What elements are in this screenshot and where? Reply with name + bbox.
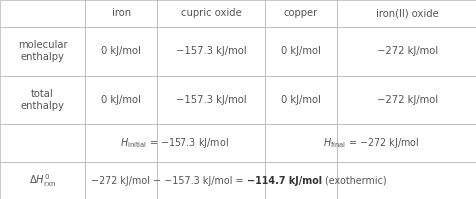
- Text: 0 kJ/mol: 0 kJ/mol: [280, 95, 320, 105]
- Bar: [85, 27, 157, 76]
- Bar: [157, 124, 264, 162]
- Bar: [264, 27, 337, 76]
- Bar: [85, 76, 157, 124]
- Text: 0 kJ/mol: 0 kJ/mol: [101, 46, 141, 56]
- Text: $H_{\mathrm{initial}}$ = −157.3 kJ/mol: $H_{\mathrm{initial}}$ = −157.3 kJ/mol: [120, 136, 229, 150]
- Text: cupric oxide: cupric oxide: [180, 8, 241, 19]
- Bar: [264, 76, 337, 124]
- Text: 0 kJ/mol: 0 kJ/mol: [280, 46, 320, 56]
- Bar: [0, 27, 85, 76]
- Text: −272 kJ/mol: −272 kJ/mol: [376, 95, 437, 105]
- Text: (exothermic): (exothermic): [321, 176, 386, 186]
- Bar: [0, 76, 85, 124]
- Text: 0 kJ/mol: 0 kJ/mol: [101, 95, 141, 105]
- Bar: [337, 162, 476, 199]
- Bar: [0, 162, 85, 199]
- Text: molecular
enthalpy: molecular enthalpy: [18, 40, 67, 62]
- Bar: [264, 0, 337, 27]
- Bar: [264, 162, 337, 199]
- Bar: [264, 124, 337, 162]
- Bar: [157, 162, 264, 199]
- Bar: [85, 0, 157, 27]
- Text: iron(II) oxide: iron(II) oxide: [375, 8, 437, 19]
- Text: −272 kJ/mol: −272 kJ/mol: [376, 46, 437, 56]
- Text: −157.3 kJ/mol: −157.3 kJ/mol: [175, 95, 246, 105]
- Bar: [337, 27, 476, 76]
- Bar: [0, 124, 85, 162]
- Text: −272 kJ/mol − −157.3 kJ/mol =: −272 kJ/mol − −157.3 kJ/mol =: [91, 176, 246, 186]
- Text: $H_{\mathrm{final}}$ = −272 kJ/mol: $H_{\mathrm{final}}$ = −272 kJ/mol: [322, 136, 418, 150]
- Bar: [337, 124, 476, 162]
- Bar: [157, 0, 264, 27]
- Text: total
enthalpy: total enthalpy: [20, 89, 64, 111]
- Bar: [337, 0, 476, 27]
- Text: −157.3 kJ/mol: −157.3 kJ/mol: [175, 46, 246, 56]
- Text: copper: copper: [283, 8, 317, 19]
- Bar: [85, 162, 157, 199]
- Bar: [0, 0, 85, 27]
- Text: iron: iron: [111, 8, 130, 19]
- Text: $\Delta H^0_{\mathrm{rxn}}$: $\Delta H^0_{\mathrm{rxn}}$: [29, 172, 56, 189]
- Bar: [337, 76, 476, 124]
- Text: −114.7 kJ/mol: −114.7 kJ/mol: [246, 176, 321, 186]
- Bar: [85, 124, 157, 162]
- Bar: [157, 27, 264, 76]
- Bar: [157, 76, 264, 124]
